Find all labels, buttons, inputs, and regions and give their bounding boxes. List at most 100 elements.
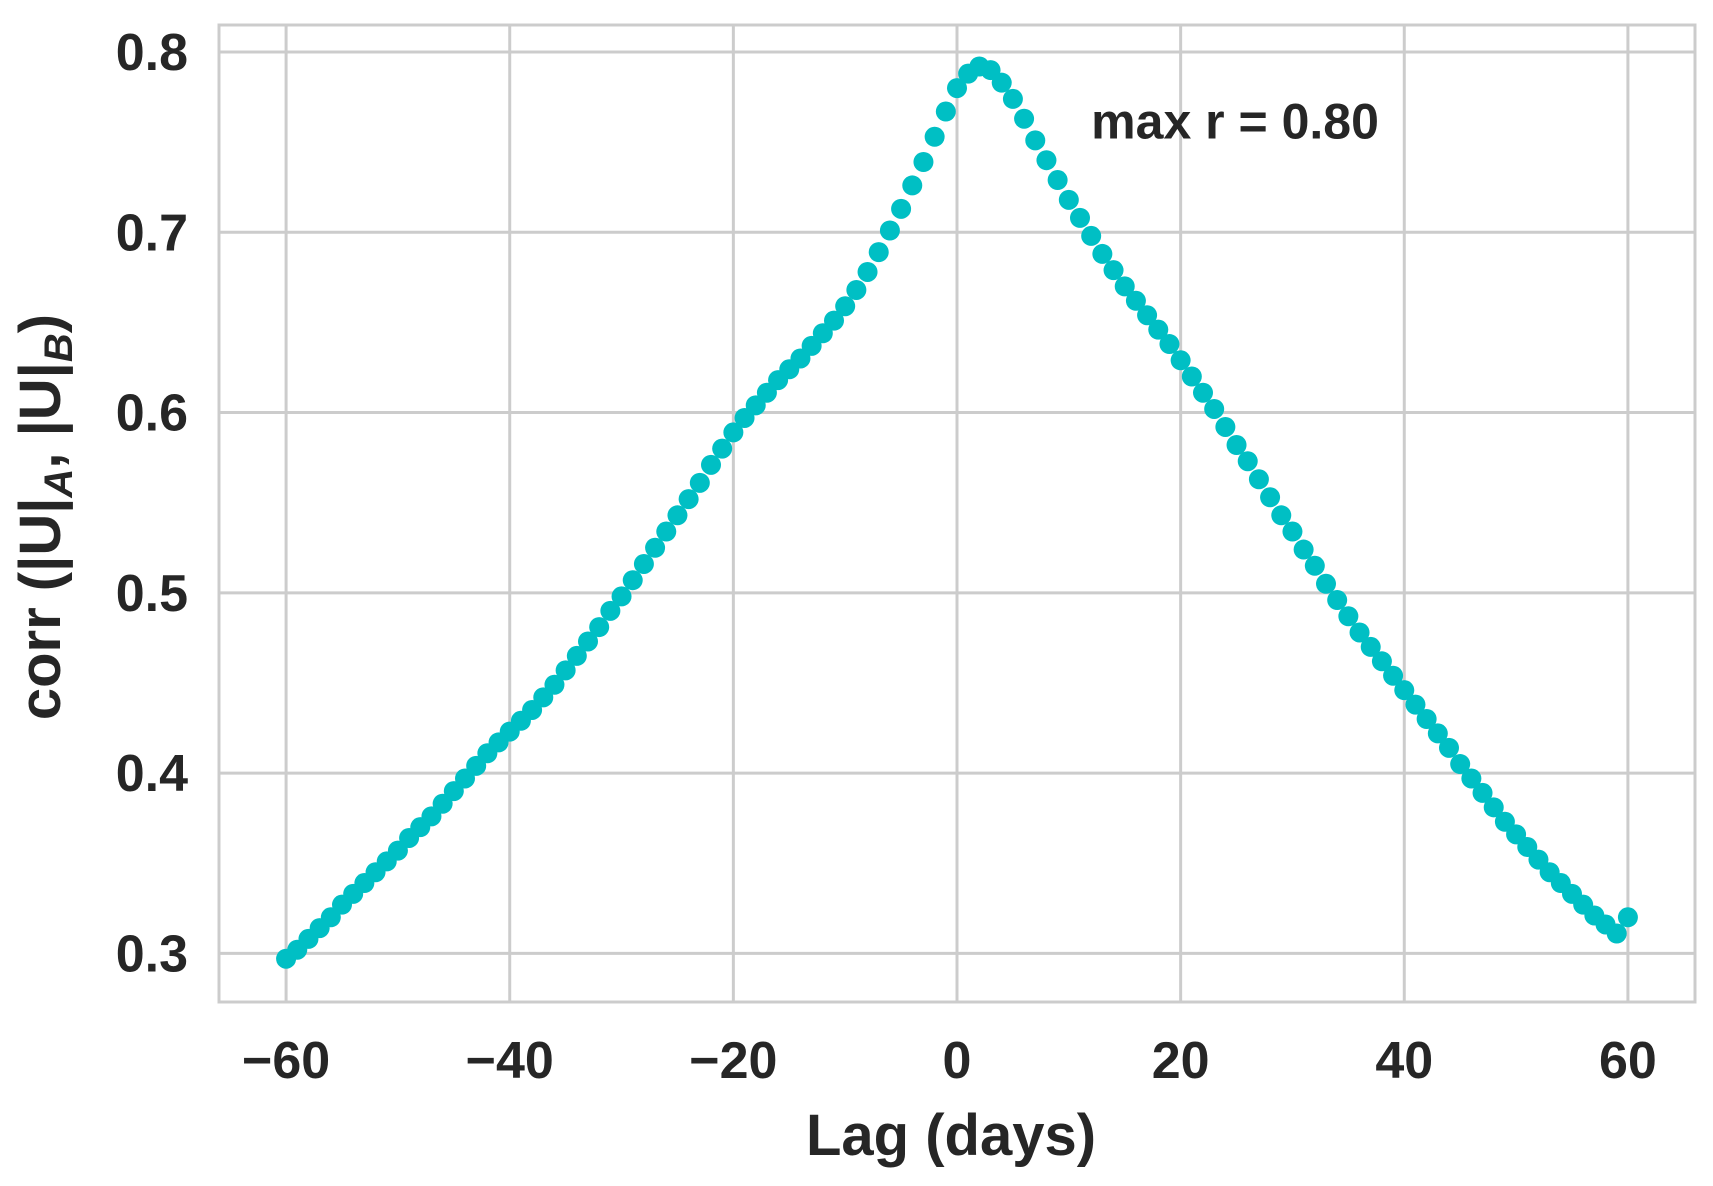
data-point [879, 220, 900, 241]
data-point [712, 438, 733, 459]
data-point [1349, 622, 1370, 643]
data-point [1394, 680, 1415, 701]
data-point [1103, 260, 1124, 281]
data-point [611, 586, 632, 607]
data-point [1271, 505, 1292, 526]
data-point [846, 279, 867, 300]
data-point [1226, 435, 1247, 456]
data-point [1371, 651, 1392, 672]
data-point [1416, 708, 1437, 729]
data-point [600, 600, 621, 621]
y-axis-label: corr (|U|A, |U|B) [8, 314, 81, 720]
y-axis-label-sub-a: A [37, 469, 81, 499]
x-axis-label: Lag (days) [806, 1103, 1096, 1168]
data-point [924, 126, 945, 147]
data-point [622, 570, 643, 591]
data-point [1483, 797, 1504, 818]
data-point [1215, 416, 1236, 437]
data-point [1058, 189, 1079, 210]
data-point [1338, 606, 1359, 627]
data-point [645, 537, 666, 558]
data-point [667, 505, 688, 526]
data-point [1606, 923, 1627, 944]
data-point [824, 310, 844, 331]
data-point [1148, 319, 1169, 340]
data-point [701, 454, 721, 475]
data-point [1159, 334, 1180, 355]
data-point [1439, 737, 1459, 758]
plot-frame [217, 23, 1697, 1004]
y-tick-label: 0.8 [116, 24, 188, 82]
data-point [1472, 782, 1493, 803]
y-axis-label-prefix: corr (|U| [8, 498, 73, 721]
max-r-annotation: max r = 0.80 [1091, 94, 1379, 150]
data-point [1293, 539, 1314, 560]
data-point [913, 151, 934, 172]
x-tick-label: 20 [1152, 1032, 1210, 1090]
x-tick-labels: −60 −40 −20 0 20 40 60 [242, 1032, 1657, 1090]
grid [219, 25, 1695, 1002]
y-axis-label-middle: , |U| [8, 362, 73, 469]
data-point [891, 198, 912, 219]
data-point [1036, 150, 1057, 171]
x-tick-label: −20 [689, 1032, 777, 1090]
data-point [589, 617, 610, 638]
data-point [656, 521, 677, 542]
data-point [1248, 469, 1269, 490]
data-point [1204, 398, 1225, 419]
data-point [902, 175, 923, 196]
data-point [1617, 907, 1638, 928]
data-point [1125, 290, 1146, 311]
data-point [633, 553, 654, 574]
data-point [1316, 573, 1336, 594]
data-point [689, 472, 710, 493]
x-tick-label: 0 [943, 1032, 972, 1090]
y-tick-label: 0.7 [116, 204, 188, 262]
data-point [1137, 305, 1158, 326]
data-point [1282, 521, 1303, 542]
y-axis-label-suffix: ) [8, 314, 73, 333]
y-axis-label-sub-b: B [37, 333, 81, 362]
data-point [1081, 225, 1102, 246]
data-point [1304, 555, 1325, 576]
data-point [1427, 723, 1448, 744]
y-tick-label: 0.5 [116, 565, 188, 623]
data-point [835, 296, 856, 317]
data-point [1025, 130, 1046, 151]
data-point [1170, 350, 1191, 371]
data-point [578, 631, 598, 652]
data-point [1450, 754, 1471, 775]
data-point [857, 261, 878, 282]
data-point [868, 242, 889, 263]
x-tick-label: 60 [1599, 1032, 1657, 1090]
data-point [935, 101, 956, 122]
data-point [555, 660, 576, 681]
data-point [1070, 207, 1090, 228]
data-point [1260, 487, 1281, 508]
data-point [1327, 590, 1348, 611]
data-point [544, 674, 565, 695]
x-tick-label: −40 [466, 1032, 554, 1090]
x-tick-label: 40 [1375, 1032, 1433, 1090]
y-tick-label: 0.3 [116, 925, 188, 983]
data-points [276, 56, 1638, 969]
data-point [1114, 276, 1135, 297]
data-point [1383, 665, 1404, 686]
y-tick-labels: 0.3 0.4 0.5 0.6 0.7 0.8 [116, 24, 188, 983]
data-point [1002, 88, 1023, 109]
data-point [1193, 382, 1213, 403]
data-point [947, 78, 967, 99]
data-point [566, 645, 587, 666]
data-point [1237, 451, 1258, 472]
data-point [723, 422, 744, 443]
data-point [991, 72, 1012, 93]
data-point [1360, 636, 1381, 657]
data-point [1047, 170, 1068, 191]
x-tick-label: −60 [242, 1032, 330, 1090]
data-point [1405, 694, 1426, 715]
data-point [678, 489, 699, 510]
y-tick-label: 0.4 [116, 745, 188, 803]
data-point [1461, 768, 1482, 789]
data-point [1014, 108, 1035, 129]
